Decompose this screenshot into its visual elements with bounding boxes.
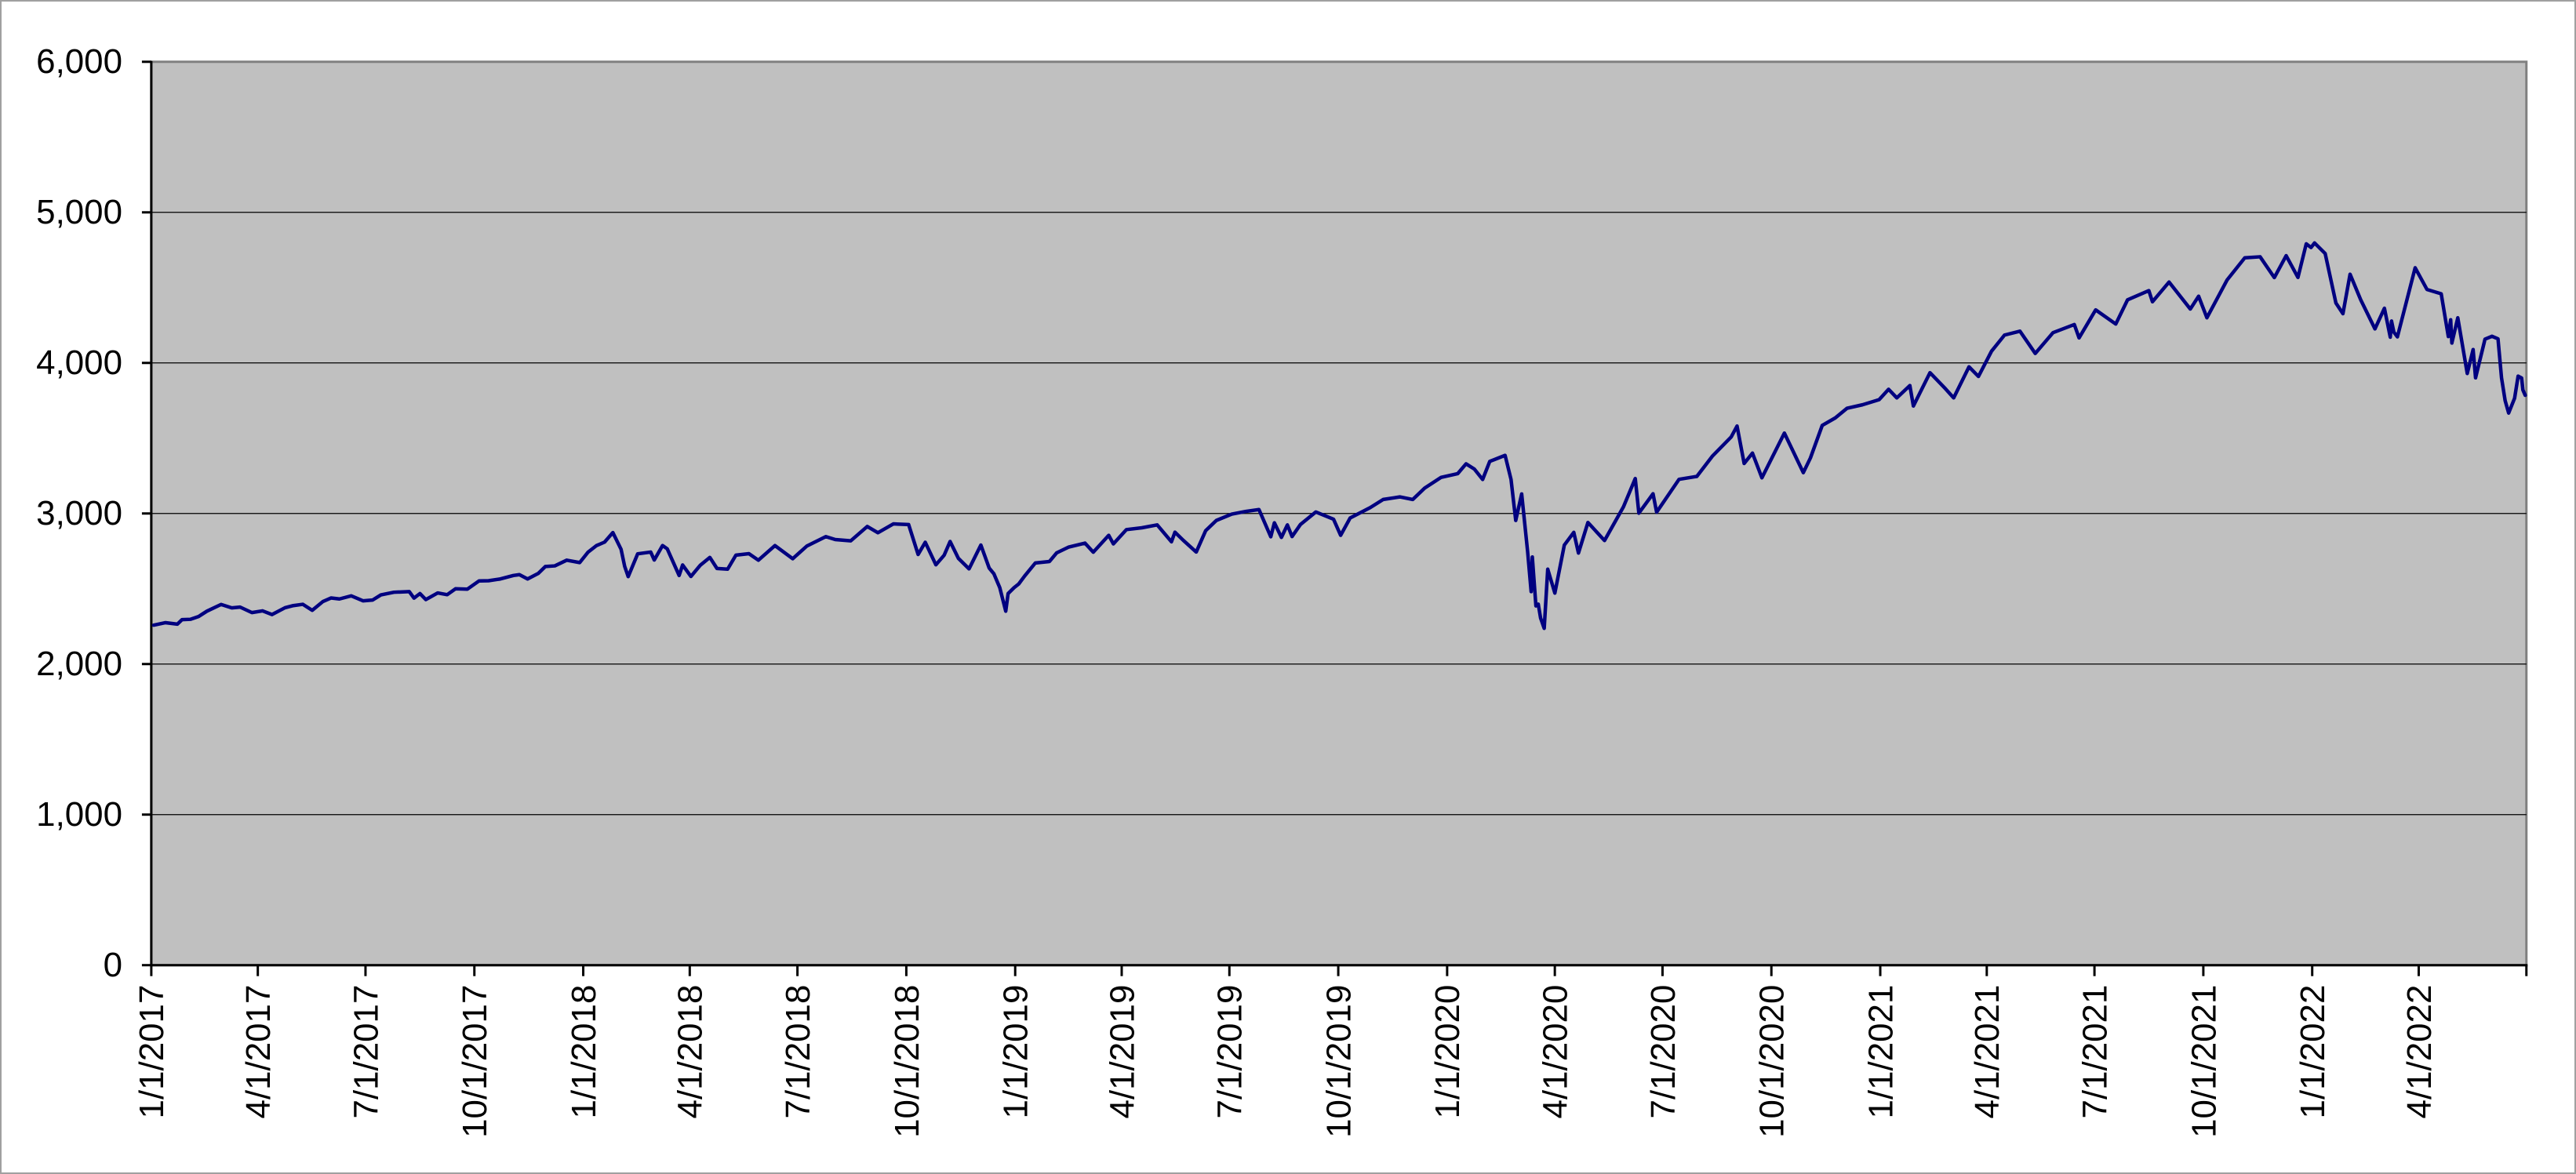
x-tick-label: 1/1/2021: [1861, 985, 1900, 1119]
x-tick-label: 7/1/2019: [1211, 985, 1250, 1119]
y-tick-label: 3,000: [36, 494, 122, 532]
y-tick-label: 4,000: [36, 343, 122, 382]
x-tick-label: 4/1/2020: [1537, 985, 1575, 1119]
x-tick-label: 4/1/2018: [671, 985, 710, 1119]
x-tick-label: 7/1/2021: [2076, 985, 2114, 1119]
x-tick-label: 7/1/2017: [347, 985, 385, 1119]
x-tick-label: 7/1/2020: [1644, 985, 1683, 1119]
x-tick-label: 10/1/2017: [456, 985, 494, 1138]
x-tick-label: 4/1/2017: [239, 985, 278, 1119]
x-tick-label: 7/1/2018: [779, 985, 817, 1119]
y-tick-label: 0: [104, 946, 122, 984]
x-tick-label: 1/1/2022: [2294, 985, 2332, 1119]
x-tick-label: 4/1/2022: [2400, 985, 2439, 1119]
x-tick-label: 1/1/2020: [1428, 985, 1467, 1119]
x-tick-label: 4/1/2019: [1103, 985, 1141, 1119]
y-tick-label: 5,000: [36, 193, 122, 231]
x-tick-label: 1/1/2019: [997, 985, 1035, 1119]
price-line: [151, 241, 2527, 631]
x-tick-label: 10/1/2021: [2185, 985, 2223, 1138]
y-tick-label: 1,000: [36, 795, 122, 834]
y-tick-label: 2,000: [36, 645, 122, 683]
y-tick-label: 6,000: [36, 42, 122, 81]
x-tick-label: 10/1/2019: [1319, 985, 1358, 1138]
x-tick-label: 1/1/2018: [565, 985, 603, 1119]
x-tick-label: 10/1/2020: [1753, 985, 1792, 1138]
x-tick-label: 10/1/2018: [888, 985, 926, 1138]
x-tick-label: 4/1/2021: [1968, 985, 2007, 1119]
x-tick-label: 1/1/2017: [133, 985, 171, 1119]
